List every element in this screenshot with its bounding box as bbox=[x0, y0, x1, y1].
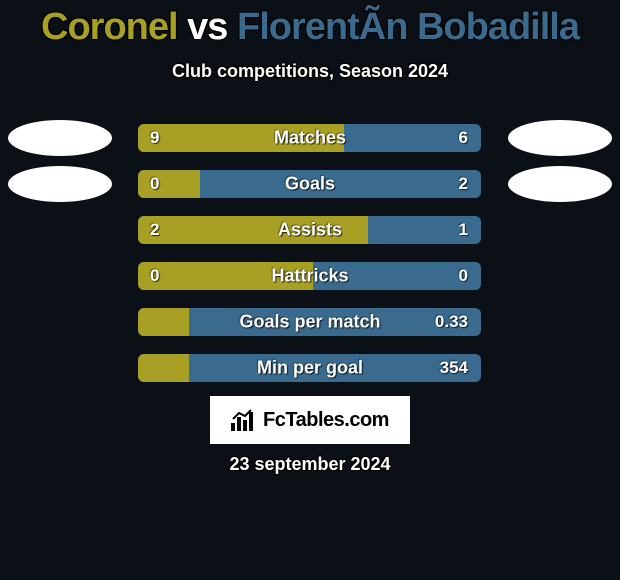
player-a-ellipse bbox=[8, 120, 112, 156]
player-b-name: FlorentÃ­n Bobadilla bbox=[237, 6, 579, 48]
player-a-name: Coronel bbox=[41, 6, 178, 48]
stat-value-right: 2 bbox=[459, 174, 468, 194]
fctables-logo: FcTables.com bbox=[210, 396, 410, 444]
stat-value-left: 0 bbox=[150, 174, 159, 194]
stat-label: Assists bbox=[278, 220, 342, 241]
player-a-ellipse bbox=[8, 166, 112, 202]
stat-bar-left-fill bbox=[138, 170, 200, 198]
stat-row: 0 0 Hattricks bbox=[0, 260, 620, 292]
stat-label: Min per goal bbox=[257, 358, 363, 379]
stat-value-right: 354 bbox=[440, 358, 468, 378]
comparison-title: Coronel vs FlorentÃ­n Bobadilla bbox=[0, 0, 620, 49]
chart-icon bbox=[231, 409, 257, 431]
stat-value-right: 0.33 bbox=[435, 312, 468, 332]
stat-bar-right-fill bbox=[200, 170, 481, 198]
stat-value-left: 0 bbox=[150, 266, 159, 286]
stat-row: 0 2 Goals bbox=[0, 168, 620, 200]
stat-label: Matches bbox=[274, 128, 346, 149]
stat-value-left: 9 bbox=[150, 128, 159, 148]
vs-word: vs bbox=[187, 6, 227, 48]
date-label: 23 september 2024 bbox=[0, 454, 620, 475]
stat-label: Goals per match bbox=[239, 312, 380, 333]
logo-text: FcTables.com bbox=[263, 409, 389, 432]
stat-row: 9 6 Matches bbox=[0, 122, 620, 154]
stat-rows: 9 6 Matches 0 2 Goals 2 1 Assists 0 0 Hattricks 0.33… bbox=[0, 122, 620, 398]
stat-bar-left-fill bbox=[138, 354, 189, 382]
stat-value-left: 2 bbox=[150, 220, 159, 240]
stat-value-right: 1 bbox=[459, 220, 468, 240]
stat-row: 0.33 Goals per match bbox=[0, 306, 620, 338]
stat-value-right: 6 bbox=[459, 128, 468, 148]
stat-row: 2 1 Assists bbox=[0, 214, 620, 246]
stat-label: Hattricks bbox=[271, 266, 348, 287]
subtitle: Club competitions, Season 2024 bbox=[0, 61, 620, 82]
stat-bar-left-fill bbox=[138, 308, 189, 336]
stat-value-right: 0 bbox=[459, 266, 468, 286]
player-b-ellipse bbox=[508, 120, 612, 156]
player-b-ellipse bbox=[508, 166, 612, 202]
stat-row: 354 Min per goal bbox=[0, 352, 620, 384]
stat-label: Goals bbox=[285, 174, 335, 195]
